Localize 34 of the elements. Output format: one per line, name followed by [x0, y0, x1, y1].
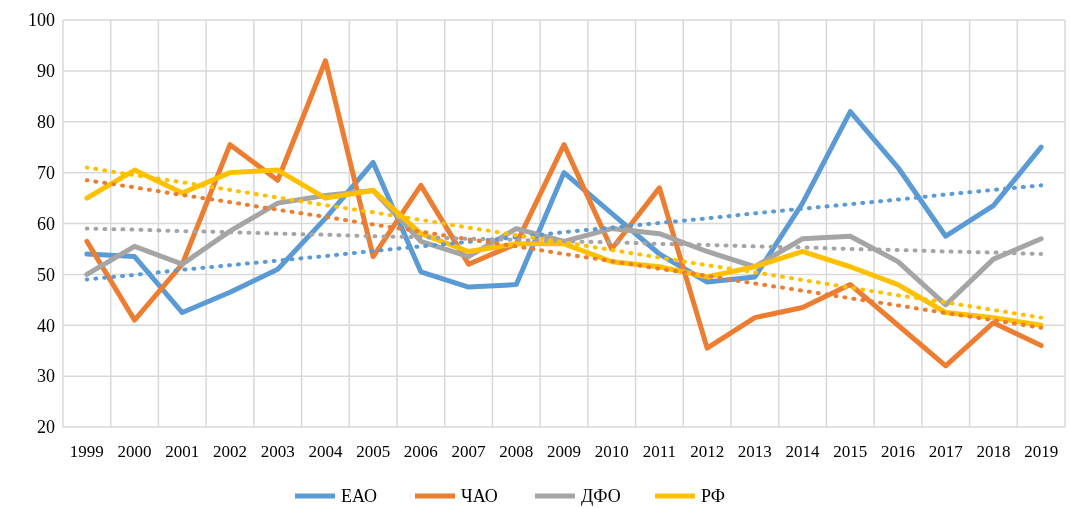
x-tick-label: 2002: [213, 442, 247, 461]
x-tick-label: 2008: [499, 442, 534, 461]
x-tick-label: 2017: [928, 442, 964, 461]
y-tick-label: 20: [37, 417, 55, 438]
x-tick-label: 2019: [1024, 442, 1059, 461]
y-tick-label: 60: [37, 213, 55, 234]
legend-label: ДФО: [581, 486, 621, 507]
y-tick-label: 40: [37, 315, 55, 336]
legend-label: ЕАО: [341, 486, 378, 507]
x-tick-label: 2007: [451, 442, 487, 461]
x-tick-label: 2014: [785, 442, 821, 461]
x-tick-label: 2012: [690, 442, 725, 461]
y-tick-label: 70: [37, 162, 55, 183]
x-tick-label: 2018: [976, 442, 1011, 461]
y-tick-label: 90: [37, 61, 55, 82]
x-tick-label: 1999: [69, 442, 104, 461]
legend-label: РФ: [701, 486, 725, 507]
x-tick-label: 2004: [308, 442, 343, 461]
y-tick-label: 30: [37, 366, 55, 387]
x-tick-label: 2011: [642, 442, 677, 461]
x-tick-label: 2003: [260, 442, 295, 461]
legend-label: ЧАО: [461, 486, 498, 507]
x-tick-label: 2000: [117, 442, 152, 461]
x-tick-label: 2009: [547, 442, 581, 461]
x-tick-label: 2010: [594, 442, 629, 461]
x-tick-label: 2013: [737, 442, 772, 461]
y-tick-label: 100: [28, 10, 55, 31]
x-tick-label: 2001: [165, 442, 200, 461]
x-tick-label: 2015: [833, 442, 868, 461]
y-tick-label: 50: [37, 264, 55, 285]
x-tick-label: 2016: [881, 442, 915, 461]
x-tick-label: 2006: [403, 442, 438, 461]
y-tick-label: 80: [37, 112, 55, 133]
x-tick-label: 2005: [356, 442, 391, 461]
